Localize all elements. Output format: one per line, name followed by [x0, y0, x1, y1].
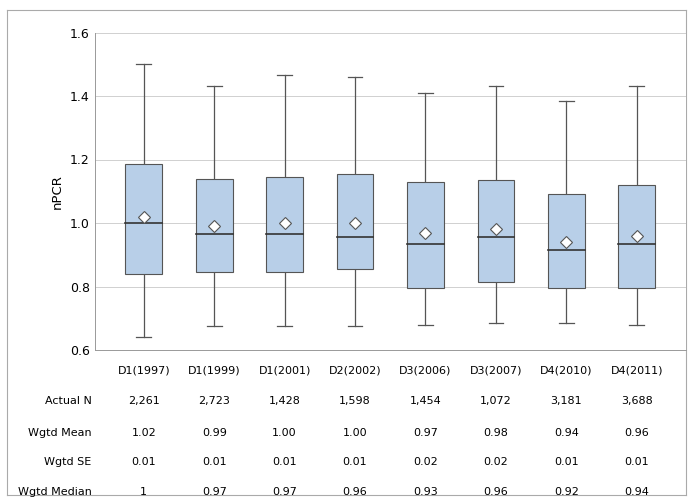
- Text: 0.01: 0.01: [272, 457, 297, 467]
- Text: 0.01: 0.01: [202, 457, 227, 467]
- Text: Actual N: Actual N: [45, 396, 92, 406]
- Text: D1(1999): D1(1999): [188, 366, 241, 376]
- Text: 0.93: 0.93: [413, 487, 438, 497]
- Text: 0.96: 0.96: [484, 487, 508, 497]
- Text: D2(2002): D2(2002): [329, 366, 382, 376]
- Text: 0.99: 0.99: [202, 428, 227, 438]
- Text: 1.00: 1.00: [343, 428, 368, 438]
- Text: Wgtd Mean: Wgtd Mean: [28, 428, 92, 438]
- Text: 0.96: 0.96: [624, 428, 649, 438]
- Text: 1: 1: [140, 487, 147, 497]
- Bar: [196, 178, 232, 272]
- Text: 0.02: 0.02: [413, 457, 438, 467]
- Text: 0.94: 0.94: [624, 487, 649, 497]
- Text: 2,723: 2,723: [198, 396, 230, 406]
- Text: 0.94: 0.94: [554, 428, 579, 438]
- Text: 0.01: 0.01: [624, 457, 649, 467]
- Text: 0.01: 0.01: [554, 457, 579, 467]
- Text: 0.01: 0.01: [343, 457, 368, 467]
- Text: 1,598: 1,598: [340, 396, 371, 406]
- Text: 2,261: 2,261: [128, 396, 160, 406]
- Bar: [125, 164, 162, 274]
- Text: 3,181: 3,181: [550, 396, 582, 406]
- Text: Wgtd SE: Wgtd SE: [44, 457, 92, 467]
- Text: 0.92: 0.92: [554, 487, 579, 497]
- Text: D4(2010): D4(2010): [540, 366, 592, 376]
- Text: Wgtd Median: Wgtd Median: [18, 487, 92, 497]
- Text: D1(1997): D1(1997): [118, 366, 170, 376]
- Bar: [618, 185, 655, 288]
- Bar: [477, 180, 514, 282]
- Text: 1.02: 1.02: [132, 428, 156, 438]
- Text: D1(2001): D1(2001): [258, 366, 311, 376]
- Text: D4(2011): D4(2011): [610, 366, 663, 376]
- Bar: [548, 194, 584, 288]
- Text: 1.00: 1.00: [272, 428, 297, 438]
- Text: 0.96: 0.96: [343, 487, 368, 497]
- Text: 1,072: 1,072: [480, 396, 512, 406]
- Bar: [407, 182, 444, 288]
- Text: 0.01: 0.01: [132, 457, 156, 467]
- Text: 0.97: 0.97: [202, 487, 227, 497]
- Y-axis label: nPCR: nPCR: [51, 174, 64, 208]
- Text: 0.97: 0.97: [413, 428, 438, 438]
- Text: 0.98: 0.98: [484, 428, 508, 438]
- Bar: [266, 177, 303, 272]
- Text: 0.02: 0.02: [484, 457, 508, 467]
- Text: 0.97: 0.97: [272, 487, 297, 497]
- Text: D3(2007): D3(2007): [470, 366, 522, 376]
- Text: 3,688: 3,688: [621, 396, 652, 406]
- Bar: [337, 174, 373, 269]
- Text: 1,428: 1,428: [269, 396, 300, 406]
- Text: 1,454: 1,454: [410, 396, 441, 406]
- Text: D3(2006): D3(2006): [399, 366, 452, 376]
